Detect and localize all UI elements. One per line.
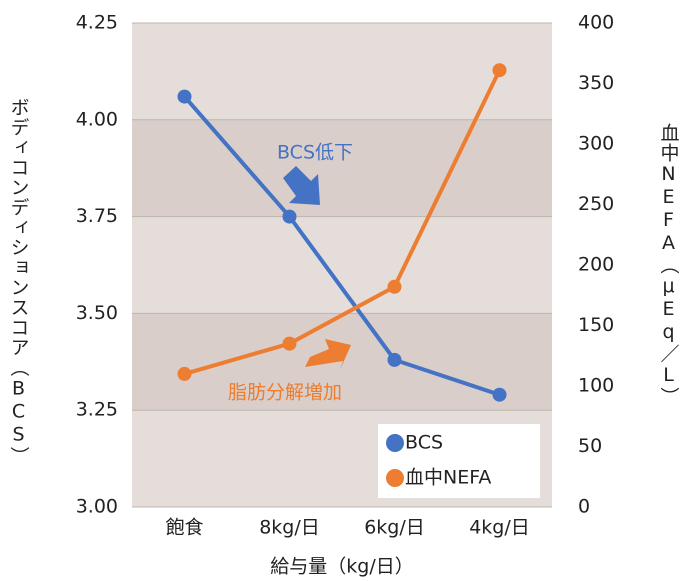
annotation: BCS低下: [277, 142, 353, 164]
y-tick-label: 4.25: [76, 12, 118, 34]
data-point: [177, 89, 192, 104]
y2-tick-label: 400: [578, 12, 614, 34]
plot-band: [132, 119, 552, 217]
annotation-arrow: [283, 166, 320, 205]
y2-axis-label: 血中NEFA（μEq／L）: [658, 123, 680, 407]
data-point: [282, 209, 297, 224]
annotation-arrow: [305, 339, 351, 370]
y-tick-label: 3.50: [76, 302, 118, 324]
series-line: [182, 95, 501, 397]
y2-tick-label: 150: [578, 314, 614, 336]
x-tick-label: 6kg/日: [364, 517, 425, 539]
y-tick-label: 3.25: [76, 399, 118, 421]
legend-box: [378, 424, 540, 498]
x-axis-label: 給与量（kg/日）: [270, 556, 413, 578]
data-point: [177, 366, 192, 381]
y-tick-label: 3.00: [76, 496, 118, 518]
y2-tick-label: 100: [578, 375, 614, 397]
data-point: [492, 63, 507, 78]
x-tick-label: 4kg/日: [469, 517, 530, 539]
plot-band: [132, 313, 552, 411]
legend-marker: [386, 469, 404, 487]
x-tick-label: 8kg/日: [259, 517, 320, 539]
data-point: [387, 352, 402, 367]
y2-tick-label: 300: [578, 133, 614, 155]
data-point: [387, 279, 402, 294]
y2-tick-label: 0: [578, 496, 590, 518]
series-line: [183, 69, 502, 376]
y2-tick-label: 250: [578, 193, 614, 215]
y-tick-label: 3.75: [76, 205, 118, 227]
y2-tick-label: 350: [578, 72, 614, 94]
y2-tick-label: 200: [578, 254, 614, 276]
y-tick-label: 4.00: [76, 108, 118, 130]
y2-tick-label: 50: [578, 435, 602, 457]
legend-marker: [386, 434, 404, 452]
x-tick-label: 飽食: [165, 517, 203, 539]
data-point: [282, 336, 297, 351]
y-axis-label: ボディコンディションスコア（BCS）: [8, 98, 30, 467]
legend-label: 血中NEFA: [405, 467, 491, 489]
legend-label: BCS: [405, 432, 443, 454]
data-point: [492, 387, 507, 402]
annotation: 脂肪分解増加: [228, 382, 342, 404]
